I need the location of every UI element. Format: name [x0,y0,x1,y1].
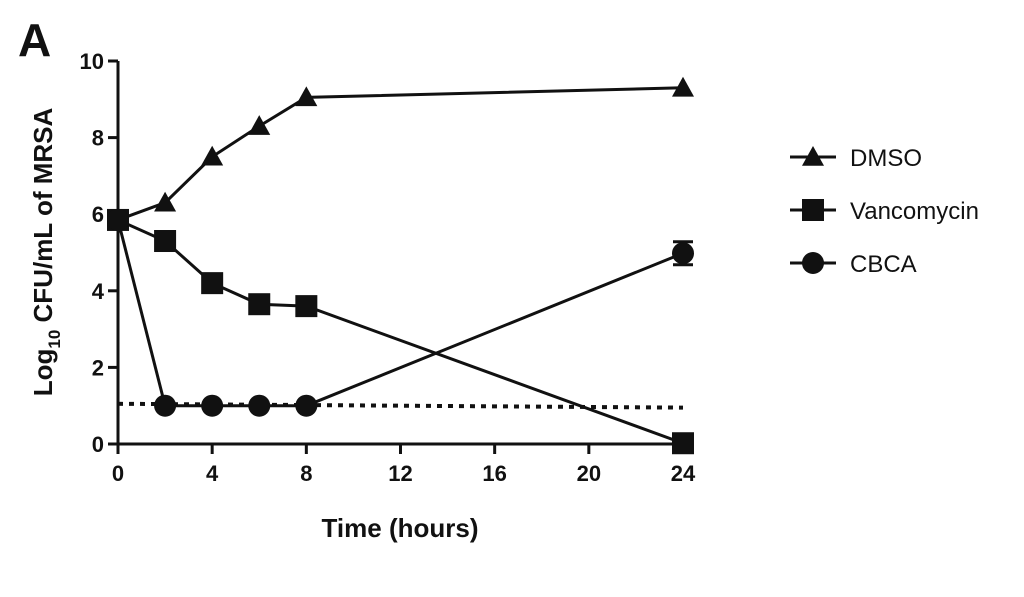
x-tick-label: 4 [206,461,219,486]
legend-item-cbca: CBCA [790,251,917,278]
y-axis-title-main: Log [28,349,58,397]
data-point-cbca [201,394,224,417]
x-tick-label: 20 [577,461,601,486]
data-point-vancomycin [248,293,271,316]
legend-item-dmso: DMSO [790,145,922,172]
series-dmso [107,76,694,229]
data-point-cbca [107,208,129,231]
data-point-vancomycin [672,432,694,455]
y-tick-label: 10 [80,49,104,74]
y-tick-label: 4 [92,279,105,304]
legend-label: CBCA [850,251,917,278]
x-tick-label: 0 [112,461,124,486]
x-tick-label: 16 [482,461,506,486]
series-layer [107,76,694,455]
y-tick-label: 6 [92,202,104,227]
x-tick-label: 24 [671,461,696,486]
data-point-vancomycin [295,295,318,318]
data-point-cbca [672,242,694,265]
legend-marker [802,199,824,221]
y-axis-title-rest: CFU/mL of MRSA [28,108,58,330]
series-vancomycin [107,208,694,455]
data-point-dmso [201,145,224,166]
data-point-cbca [295,394,318,417]
data-point-dmso [672,76,694,97]
legend-label: Vancomycin [850,198,979,225]
panel-label: A [18,14,51,66]
legend-item-vancomycin: Vancomycin [790,198,979,225]
data-point-vancomycin [201,272,224,295]
y-ticks: 0 2 4 6 8 10 [80,49,118,457]
data-point-vancomycin [154,230,177,253]
y-tick-label: 8 [92,126,104,151]
x-tick-label: 12 [388,461,412,486]
legend: DMSO Vancomycin CBCA [790,145,979,278]
data-point-dmso [154,191,177,212]
data-point-dmso [248,115,271,135]
y-tick-label: 0 [92,432,104,457]
legend-label: DMSO [850,145,922,172]
series-line-cbca [116,219,684,408]
x-axis-title: Time (hours) [322,513,479,543]
y-axis-title: Log10 CFU/mL of MRSA [28,108,64,397]
series-line-dmso [117,86,684,222]
y-tick-label: 2 [92,355,104,380]
legend-marker [802,146,824,166]
x-ticks: 0 4 8 12 16 20 24 [112,444,696,486]
legend-marker [802,252,824,274]
data-point-cbca [154,394,177,417]
series-cbca [107,208,694,417]
data-point-cbca [248,394,271,417]
data-point-dmso [295,86,318,107]
y-axis-title-subscript: 10 [45,330,64,349]
x-tick-label: 8 [300,461,312,486]
